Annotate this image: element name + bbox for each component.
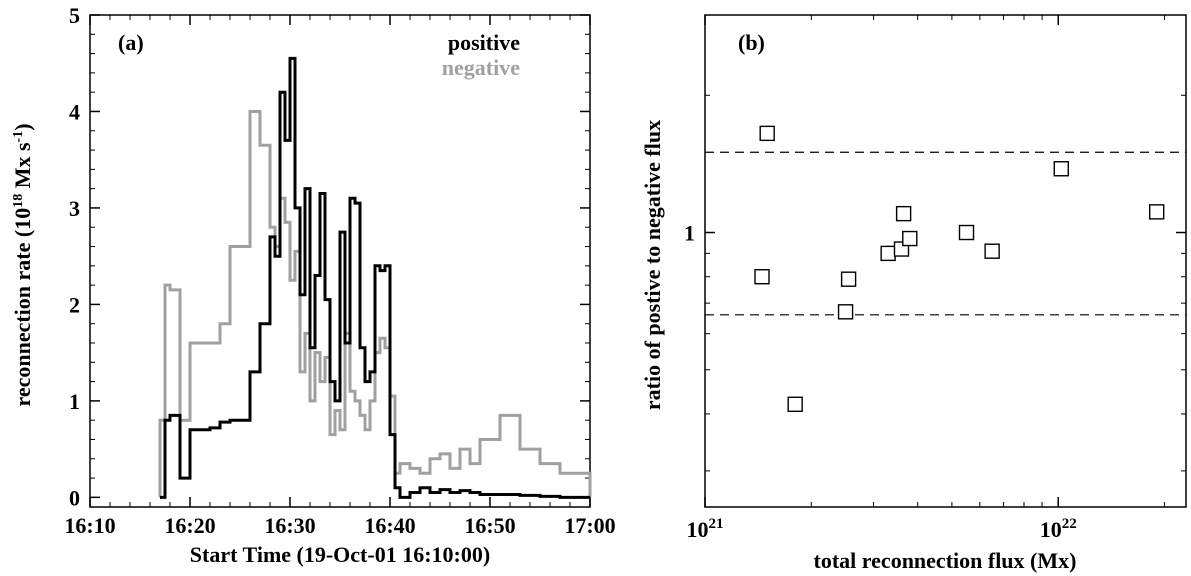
legend-positive: positive	[448, 30, 520, 55]
x-tick-label: 16:40	[364, 513, 415, 538]
x-tick-label: 16:50	[464, 513, 515, 538]
panel-b-label: (b)	[738, 30, 765, 55]
y-tick-label: 0	[69, 485, 80, 510]
panel-b-xlabel: total reconnection flux (Mx)	[814, 548, 1077, 573]
panel-b-ylabel: ratio of postive to negative flux	[640, 120, 665, 410]
panel-b-points	[754, 125, 1165, 412]
scatter-point	[902, 230, 918, 247]
scatter-point	[958, 224, 975, 241]
panel-b-frame	[704, 14, 1187, 508]
panel-a-xlabel: Start Time (19-Oct-01 16:10:00)	[190, 542, 490, 567]
x-tick-label: 16:20	[164, 513, 215, 538]
panel-a-ticks: 16:10 16:20 16:30 16:40 16:50 17:00 0 1 2 3 4 5	[64, 3, 615, 538]
x-tick-label: 16:30	[264, 513, 315, 538]
scatter-point	[1053, 161, 1069, 177]
x-tick-label: 16:10	[64, 513, 115, 538]
panel-a-label: (a)	[118, 30, 144, 55]
panel-a-frame	[89, 14, 591, 508]
series-positive-line	[160, 56, 590, 499]
scatter-point	[837, 304, 854, 320]
scatter-point	[880, 245, 896, 262]
y-tick-label: 1	[684, 221, 695, 246]
scatter-point	[754, 269, 770, 285]
scatter-point	[759, 125, 775, 142]
x-tick-label: 17:00	[564, 513, 615, 538]
panel-b-ticks: 1021 1022 1	[684, 14, 1186, 542]
y-tick-label: 3	[69, 196, 80, 221]
scatter-point	[984, 243, 1000, 259]
legend-negative: negative	[442, 55, 520, 80]
scatter-point	[787, 396, 803, 412]
y-tick-label: 4	[69, 99, 80, 124]
panel-a: (a) positive negative 16:10 16:20 16:30 16:…	[10, 3, 616, 567]
x-tick-label: 1021	[687, 516, 724, 542]
x-tick-label: 1022	[1040, 516, 1077, 542]
panel-b-reference-lines	[705, 151, 1186, 316]
panel-a-ylabel: reconnection rate (1018 Mx s-1)	[10, 123, 35, 406]
scatter-point	[840, 271, 857, 287]
series-negative-line	[158, 110, 592, 498]
y-tick-label: 2	[69, 292, 80, 317]
scatter-point	[1148, 204, 1165, 220]
y-tick-label: 1	[69, 389, 80, 414]
scatter-point	[895, 205, 912, 222]
panel-a-series	[158, 56, 592, 499]
y-tick-label: 5	[69, 3, 80, 28]
panel-b: (b) 1021 1022 1 total reconnection flux (M…	[640, 14, 1187, 573]
